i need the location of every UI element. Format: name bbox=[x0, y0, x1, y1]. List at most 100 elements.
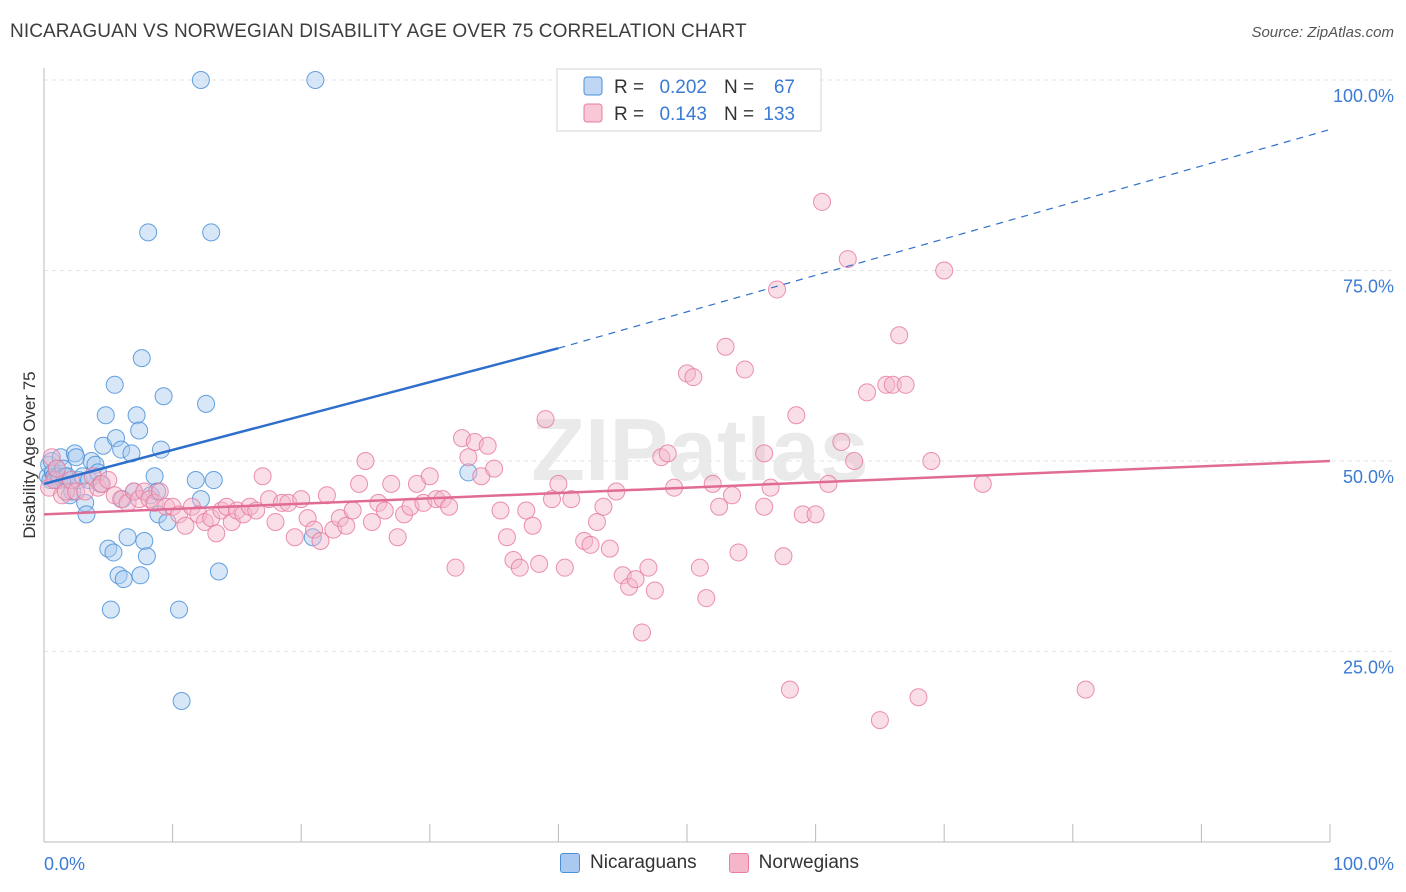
legend-swatch-blue bbox=[560, 853, 580, 873]
data-point bbox=[202, 223, 221, 242]
data-point bbox=[626, 570, 645, 589]
data-point bbox=[838, 250, 857, 269]
legend-swatch bbox=[583, 76, 603, 96]
legend-r-value: 0.143 bbox=[659, 104, 707, 125]
data-point bbox=[896, 375, 915, 394]
data-point bbox=[114, 570, 133, 589]
data-point bbox=[154, 387, 173, 406]
data-point bbox=[305, 520, 324, 539]
data-point bbox=[186, 471, 205, 490]
data-point bbox=[298, 509, 317, 528]
data-point bbox=[266, 512, 285, 531]
data-point bbox=[594, 497, 613, 516]
data-point bbox=[497, 528, 516, 547]
data-point bbox=[56, 482, 75, 501]
data-point bbox=[723, 486, 742, 505]
data-point bbox=[459, 448, 478, 467]
trend-lines bbox=[43, 128, 1331, 516]
data-point bbox=[191, 71, 210, 89]
watermark: ZIPatlas bbox=[531, 400, 868, 499]
data-point bbox=[127, 406, 146, 425]
data-point bbox=[690, 558, 709, 577]
data-point bbox=[813, 192, 832, 211]
data-point bbox=[163, 497, 182, 516]
data-point bbox=[285, 528, 304, 547]
data-point bbox=[42, 448, 61, 467]
data-point bbox=[845, 452, 864, 470]
legend-n-value: 133 bbox=[763, 104, 795, 125]
data-point bbox=[780, 680, 799, 699]
data-point bbox=[510, 558, 529, 577]
data-point bbox=[356, 452, 375, 470]
y-tick-label: 25.0% bbox=[1343, 658, 1394, 678]
data-point bbox=[890, 326, 909, 345]
data-point bbox=[658, 444, 677, 463]
data-point bbox=[135, 532, 154, 551]
data-point bbox=[536, 410, 555, 429]
data-point bbox=[819, 474, 838, 493]
data-point bbox=[96, 406, 115, 425]
legend-n-label: N = bbox=[724, 77, 754, 98]
trend-line-nicaraguans bbox=[43, 347, 559, 486]
data-point bbox=[793, 505, 812, 524]
series-nicaraguans bbox=[38, 71, 478, 711]
data-point bbox=[922, 452, 941, 470]
data-point bbox=[645, 581, 664, 600]
data-point bbox=[600, 539, 619, 558]
data-point bbox=[170, 600, 189, 619]
data-point bbox=[555, 558, 574, 577]
data-point bbox=[101, 600, 120, 619]
data-point bbox=[806, 505, 825, 524]
data-point bbox=[787, 406, 806, 425]
data-point bbox=[710, 497, 729, 516]
x-tick-label-left: 0.0% bbox=[44, 854, 85, 874]
y-tick-label: 50.0% bbox=[1343, 467, 1394, 487]
data-point bbox=[131, 566, 150, 585]
legend-item-norwegians[interactable]: Norwegians bbox=[728, 852, 859, 874]
legend-swatch bbox=[583, 103, 603, 123]
data-point bbox=[350, 474, 369, 493]
data-point bbox=[935, 261, 954, 280]
legend-label-norwegians: Norwegians bbox=[758, 852, 859, 873]
legend-swatch-pink bbox=[728, 853, 749, 873]
data-point bbox=[581, 535, 600, 554]
y-tick-label: 75.0% bbox=[1343, 277, 1394, 297]
data-point bbox=[549, 474, 568, 493]
data-point bbox=[209, 562, 228, 581]
data-point bbox=[137, 547, 156, 566]
data-point bbox=[207, 524, 226, 543]
data-point bbox=[703, 474, 722, 493]
data-point bbox=[632, 623, 651, 642]
data-point bbox=[870, 711, 889, 730]
data-point bbox=[440, 497, 459, 516]
data-point bbox=[620, 577, 639, 596]
data-point bbox=[491, 501, 510, 520]
source-label: Source: ZipAtlas.com bbox=[1251, 24, 1394, 41]
data-point bbox=[369, 493, 388, 512]
data-point bbox=[204, 471, 223, 490]
data-point bbox=[47, 459, 66, 478]
data-point bbox=[132, 349, 151, 368]
legend-r-label: R = bbox=[614, 104, 644, 125]
data-point bbox=[362, 512, 381, 531]
data-point bbox=[729, 543, 748, 562]
data-point bbox=[684, 368, 703, 387]
legend-item-nicaraguans[interactable]: Nicaraguans bbox=[560, 852, 697, 874]
data-point bbox=[716, 337, 735, 356]
data-point bbox=[517, 501, 536, 520]
data-point bbox=[877, 375, 896, 394]
data-point bbox=[858, 383, 877, 402]
data-point bbox=[542, 490, 561, 509]
legend-stats: R = 0.202 N = 67 R = 0.143 N = 133 bbox=[556, 68, 822, 132]
data-point bbox=[587, 512, 606, 531]
data-point bbox=[420, 467, 439, 486]
legend-r-value: 0.202 bbox=[659, 77, 707, 98]
data-point bbox=[197, 394, 216, 413]
legend-label-nicaraguans: Nicaraguans bbox=[590, 852, 697, 873]
legend-bottom: Nicaraguans Norwegians bbox=[560, 852, 891, 874]
data-point bbox=[107, 429, 126, 448]
y-axis-label: Disability Age Over 75 bbox=[20, 371, 39, 538]
data-point bbox=[99, 471, 118, 490]
data-point bbox=[639, 558, 658, 577]
